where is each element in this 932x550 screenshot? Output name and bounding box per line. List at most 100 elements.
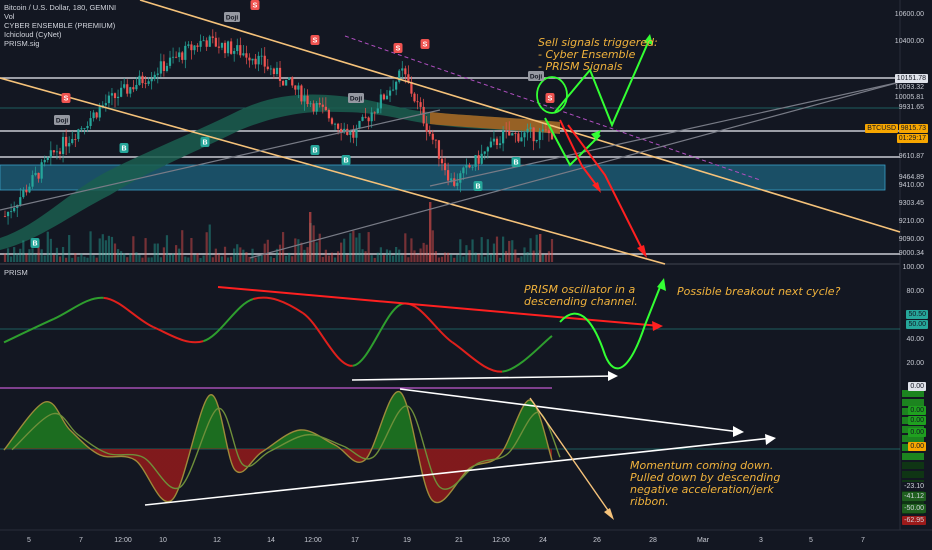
candle[interactable] bbox=[116, 89, 120, 106]
candle[interactable] bbox=[110, 87, 114, 106]
candle[interactable] bbox=[263, 47, 266, 74]
candle[interactable] bbox=[535, 139, 538, 143]
candle[interactable] bbox=[419, 97, 422, 115]
candle[interactable] bbox=[202, 35, 205, 42]
candle[interactable] bbox=[187, 41, 190, 49]
candle[interactable] bbox=[251, 58, 254, 65]
momentum-ribbon-line-slow[interactable] bbox=[11, 405, 561, 490]
candle[interactable] bbox=[422, 98, 425, 127]
candle[interactable] bbox=[65, 129, 68, 156]
candle[interactable] bbox=[52, 150, 55, 156]
candle[interactable] bbox=[6, 211, 10, 225]
candle[interactable] bbox=[401, 61, 404, 79]
momentum-falling-line[interactable] bbox=[399, 388, 741, 433]
candle[interactable] bbox=[474, 154, 477, 171]
candle[interactable] bbox=[220, 42, 224, 51]
candle[interactable] bbox=[547, 125, 551, 142]
candle[interactable] bbox=[294, 85, 297, 96]
channel-upper-line[interactable] bbox=[139, 0, 901, 233]
candle[interactable] bbox=[135, 76, 138, 91]
candle[interactable] bbox=[141, 71, 144, 88]
signal-buy-marker[interactable]: B bbox=[30, 238, 40, 248]
candle[interactable] bbox=[511, 132, 514, 136]
candle[interactable] bbox=[388, 86, 392, 102]
candle[interactable] bbox=[162, 54, 166, 77]
candle[interactable] bbox=[281, 79, 285, 86]
candle[interactable] bbox=[58, 147, 62, 160]
candle[interactable] bbox=[306, 89, 309, 107]
candle[interactable] bbox=[416, 93, 419, 110]
candle[interactable] bbox=[502, 126, 505, 152]
candle[interactable] bbox=[55, 144, 59, 160]
candle[interactable] bbox=[379, 89, 382, 114]
candle[interactable] bbox=[462, 166, 465, 181]
candle[interactable] bbox=[83, 128, 86, 135]
signal-doji-marker[interactable]: Doji bbox=[528, 71, 544, 81]
candle[interactable] bbox=[477, 150, 480, 171]
candle[interactable] bbox=[95, 111, 98, 120]
candle[interactable] bbox=[77, 128, 80, 142]
sell-signal-highlight-circle[interactable] bbox=[536, 76, 568, 114]
candle[interactable] bbox=[495, 136, 499, 150]
candle[interactable] bbox=[370, 107, 373, 128]
candle[interactable] bbox=[489, 137, 492, 148]
candle[interactable] bbox=[153, 71, 156, 82]
candle[interactable] bbox=[236, 38, 239, 55]
candle[interactable] bbox=[123, 77, 126, 90]
candle[interactable] bbox=[126, 79, 129, 97]
signal-buy-marker[interactable]: B bbox=[341, 155, 351, 165]
prism-projection-green[interactable] bbox=[559, 281, 663, 370]
candle[interactable] bbox=[175, 51, 178, 59]
candle[interactable] bbox=[413, 92, 416, 103]
candle[interactable] bbox=[520, 130, 523, 142]
candle[interactable] bbox=[205, 37, 208, 51]
candle[interactable] bbox=[40, 159, 43, 183]
candle[interactable] bbox=[43, 155, 46, 167]
candle[interactable] bbox=[272, 67, 276, 80]
candle[interactable] bbox=[278, 60, 282, 88]
momentum-descent-line[interactable] bbox=[529, 397, 613, 517]
indicator-vol[interactable]: Vol bbox=[4, 12, 15, 21]
candle[interactable] bbox=[367, 116, 370, 130]
candle[interactable] bbox=[480, 144, 483, 165]
candle[interactable] bbox=[49, 141, 52, 166]
momentum-rising-line[interactable] bbox=[144, 437, 773, 506]
candle[interactable] bbox=[352, 125, 355, 144]
candle[interactable] bbox=[181, 51, 184, 64]
candle[interactable] bbox=[434, 139, 437, 149]
signal-doji-marker[interactable]: Doji bbox=[348, 93, 364, 103]
price-projections[interactable] bbox=[536, 34, 653, 258]
indicator-prism-sig[interactable]: PRISM.sig bbox=[4, 39, 40, 48]
candle[interactable] bbox=[315, 100, 318, 115]
signal-buy-marker[interactable]: B bbox=[473, 181, 483, 191]
candle[interactable] bbox=[288, 77, 291, 81]
candle[interactable] bbox=[61, 132, 65, 163]
candle[interactable] bbox=[291, 76, 294, 88]
candle[interactable] bbox=[391, 80, 395, 92]
candle[interactable] bbox=[217, 37, 221, 54]
candle[interactable] bbox=[159, 53, 162, 78]
candle[interactable] bbox=[254, 53, 257, 69]
candle[interactable] bbox=[349, 129, 352, 143]
candle[interactable] bbox=[89, 111, 92, 130]
support-zone[interactable] bbox=[0, 164, 886, 191]
trend-lines[interactable] bbox=[0, 0, 901, 265]
candle[interactable] bbox=[483, 151, 486, 160]
candle[interactable] bbox=[395, 80, 398, 96]
signal-sell-marker[interactable]: S bbox=[61, 93, 71, 103]
candle[interactable] bbox=[456, 173, 459, 191]
candle[interactable] bbox=[242, 44, 245, 57]
candle[interactable] bbox=[428, 125, 431, 137]
candle[interactable] bbox=[514, 131, 517, 143]
candle[interactable] bbox=[443, 157, 447, 176]
candle[interactable] bbox=[340, 123, 343, 141]
candle[interactable] bbox=[150, 71, 153, 90]
candle[interactable] bbox=[74, 133, 77, 148]
candle[interactable] bbox=[25, 184, 28, 196]
candle[interactable] bbox=[10, 203, 13, 219]
candle[interactable] bbox=[361, 114, 364, 122]
secondary-support-line[interactable] bbox=[429, 81, 901, 187]
candle[interactable] bbox=[327, 108, 331, 122]
candle[interactable] bbox=[459, 170, 462, 193]
